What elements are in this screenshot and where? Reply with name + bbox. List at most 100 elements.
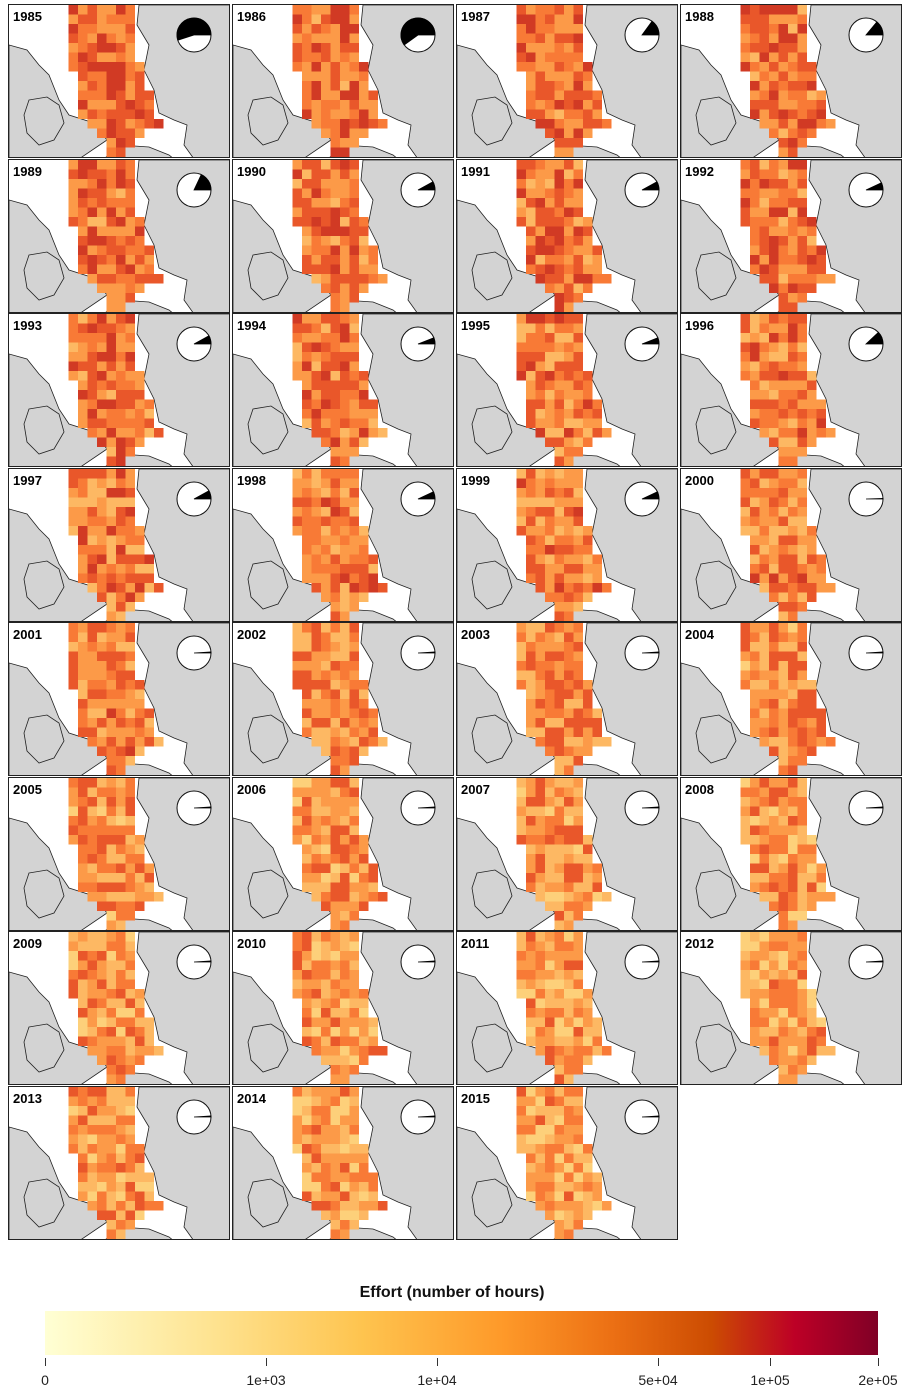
effort-cell <box>573 71 583 81</box>
effort-cell <box>778 447 788 457</box>
effort-cell <box>554 756 564 766</box>
effort-cell <box>321 197 331 207</box>
effort-cell <box>349 891 359 901</box>
effort-cell <box>526 777 536 787</box>
effort-cell <box>330 159 340 169</box>
effort-cell <box>526 1153 536 1163</box>
effort-cell <box>349 273 359 283</box>
effort-cell <box>573 468 583 478</box>
effort-cell <box>545 1153 555 1163</box>
effort-cell <box>135 872 145 882</box>
effort-cell <box>340 254 350 264</box>
effort-cell <box>778 979 788 989</box>
effort-cell <box>321 853 331 863</box>
effort-cell <box>330 390 340 400</box>
effort-cell <box>368 1172 378 1182</box>
effort-cell <box>292 834 302 844</box>
effort-cell <box>759 834 769 844</box>
effort-cell <box>321 109 331 119</box>
effort-cell <box>321 582 331 592</box>
effort-cell <box>554 159 564 169</box>
effort-cell <box>368 1046 378 1056</box>
effort-cell <box>349 872 359 882</box>
effort-cell <box>526 844 536 854</box>
map-panel-2000: 2000 <box>680 467 902 622</box>
effort-cell <box>97 90 107 100</box>
effort-cell <box>106 516 116 526</box>
effort-cell <box>330 825 340 835</box>
effort-cell <box>740 159 750 169</box>
effort-cell <box>87 24 97 34</box>
effort-cell <box>292 951 302 961</box>
effort-cell <box>797 787 807 797</box>
effort-cell <box>78 159 88 169</box>
effort-cell <box>330 399 340 409</box>
effort-cell <box>797 119 807 129</box>
effort-cell <box>797 891 807 901</box>
effort-cell <box>87 333 97 343</box>
effort-cell <box>349 1153 359 1163</box>
effort-cell <box>116 245 126 255</box>
effort-cell <box>583 273 593 283</box>
effort-cell <box>97 283 107 293</box>
effort-cell <box>740 960 750 970</box>
effort-cell <box>759 825 769 835</box>
effort-cell <box>778 478 788 488</box>
effort-cell <box>106 960 116 970</box>
effort-cell <box>564 661 574 671</box>
effort-cell <box>78 380 88 390</box>
effort-cell <box>321 737 331 747</box>
effort-cell <box>573 699 583 709</box>
effort-cell <box>592 727 602 737</box>
effort-cell <box>573 245 583 255</box>
legend-title: Effort (number of hours) <box>359 1284 545 1301</box>
effort-cell <box>68 825 78 835</box>
effort-cell <box>349 699 359 709</box>
effort-cell <box>368 90 378 100</box>
effort-cell <box>135 100 145 110</box>
effort-cell <box>778 806 788 816</box>
effort-cell <box>311 62 321 72</box>
effort-cell <box>778 642 788 652</box>
effort-cell <box>797 970 807 980</box>
effort-cell <box>759 119 769 129</box>
effort-cell <box>97 1086 107 1096</box>
effort-cell <box>740 516 750 526</box>
effort-cell <box>78 487 88 497</box>
effort-cell <box>349 554 359 564</box>
effort-cell <box>573 447 583 457</box>
panel-year-label: 1999 <box>461 472 490 488</box>
effort-cell <box>797 283 807 293</box>
effort-cell <box>573 777 583 787</box>
effort-cell <box>144 119 154 129</box>
effort-cell <box>564 563 574 573</box>
effort-cell <box>545 128 555 138</box>
effort-cell <box>330 1229 340 1239</box>
legend-tick-label: 2e+05 <box>858 1372 898 1388</box>
effort-cell <box>516 1086 526 1096</box>
effort-cell <box>788 33 798 43</box>
effort-cell <box>816 109 826 119</box>
effort-cell <box>573 756 583 766</box>
effort-cell <box>330 147 340 157</box>
effort-cell <box>740 207 750 217</box>
effort-cell <box>340 951 350 961</box>
effort-cell <box>292 1134 302 1144</box>
effort-cell <box>545 1124 555 1134</box>
effort-cell <box>573 1017 583 1027</box>
effort-cell <box>349 43 359 53</box>
effort-cell <box>311 109 321 119</box>
effort-cell <box>583 390 593 400</box>
effort-cell <box>349 283 359 293</box>
effort-cell <box>106 487 116 497</box>
effort-cell <box>583 428 593 438</box>
effort-cell <box>311 825 321 835</box>
effort-cell <box>321 352 331 362</box>
effort-cell <box>125 535 135 545</box>
effort-cell <box>759 254 769 264</box>
effort-cell <box>797 844 807 854</box>
effort-cell <box>349 661 359 671</box>
effort-cell <box>311 815 321 825</box>
effort-cell <box>573 1210 583 1220</box>
effort-cell <box>573 1172 583 1182</box>
